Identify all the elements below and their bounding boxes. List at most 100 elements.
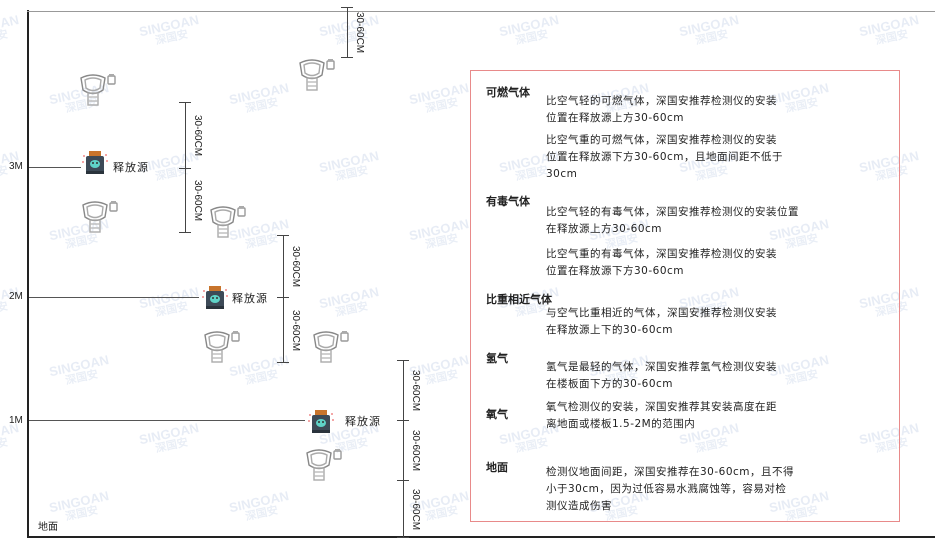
watermark: SINGOAN 深国安: [0, 11, 21, 48]
note-paragraph: 比空气轻的可燃气体，深国安推荐检测仪的安装 位置在释放源上方30-60cm: [546, 93, 777, 127]
gas-detector-icon: [201, 330, 241, 368]
watermark: SINGOAN 深国安: [317, 147, 381, 184]
dimension-label: 30-60CM: [410, 430, 421, 472]
gas-detector-icon: [310, 330, 350, 368]
release-source-label: 释放源: [113, 161, 149, 174]
note-heading: 可燃气体: [486, 86, 530, 99]
notes-panel: 可燃气体比空气轻的可燃气体，深国安推荐检测仪的安装 位置在释放源上方30-60cm…: [470, 70, 900, 522]
note-line: 比空气轻的可燃气体，深国安推荐检测仪的安装: [546, 95, 777, 107]
note-line: 在释放源上方30-60cm: [546, 223, 663, 235]
release-source-label: 释放源: [232, 292, 268, 305]
note-line: 在释放源上下的30-60cm: [546, 324, 674, 336]
dimension-tick: [397, 537, 409, 538]
watermark: SINGOAN 深国安: [407, 215, 471, 252]
dimension-tick: [397, 480, 409, 481]
note-line: 位置在释放源上方30-60cm: [546, 112, 685, 124]
note-paragraph: 比空气轻的有毒气体，深国安推荐检测仪的安装位置 在释放源上方30-60cm: [546, 204, 799, 238]
dimension-tick: [179, 232, 191, 233]
dimension-line: [403, 480, 404, 537]
dimension-line: [185, 102, 186, 168]
wall-axis: [27, 10, 29, 537]
note-paragraph: 氧气检测仪的安装，深国安推荐其安装高度在距 离地面或楼板1.5-2M的范围内: [546, 399, 777, 433]
dimension-tick: [397, 420, 409, 421]
watermark: SINGOAN 深国安: [497, 11, 561, 48]
watermark: SINGOAN 深国安: [857, 11, 921, 48]
gas-detector-icon: [77, 73, 117, 111]
note-heading: 氧气: [486, 408, 508, 421]
dimension-line: [403, 420, 404, 480]
watermark: SINGOAN 深国安: [677, 11, 741, 48]
gas-detector-icon: [296, 58, 336, 96]
note-heading: 地面: [486, 461, 508, 474]
note-paragraph: 比空气重的有毒气体，深国安推荐检测仪的安装 位置在释放源下方30-60cm: [546, 246, 777, 280]
release-source-icon: [202, 285, 228, 315]
dimension-label: 30-60CM: [354, 12, 365, 54]
level-3m-line: [29, 167, 81, 168]
dimension-line: [403, 360, 404, 420]
note-line: 离地面或楼板1.5-2M的范围内: [546, 418, 696, 430]
watermark: SINGOAN 深国安: [47, 351, 111, 388]
dimension-line: [347, 7, 348, 57]
dimension-label: 30-60CM: [192, 180, 203, 222]
release-source-label: 释放源: [345, 415, 381, 428]
note-line: 位置在释放源下方30-60cm: [546, 265, 685, 277]
level-1m-line: [29, 420, 305, 421]
note-heading: 比重相近气体: [486, 293, 552, 306]
dimension-line: [283, 235, 284, 297]
dimension-tick: [341, 57, 353, 58]
dimension-line: [185, 168, 186, 232]
ground-line: [27, 536, 935, 538]
dimension-tick: [277, 297, 289, 298]
gas-detector-icon: [79, 200, 119, 238]
dimension-tick: [341, 7, 353, 8]
note-line: 检测仪地面间距，深国安推荐在30-60cm，且不得: [546, 466, 795, 478]
dimension-tick: [277, 362, 289, 363]
dimension-label: 30-60CM: [290, 309, 301, 351]
dimension-tick: [397, 360, 409, 361]
dimension-label: 30-60CM: [410, 370, 421, 412]
note-line: 氢气是最轻的气体，深国安推荐氢气检测仪安装: [546, 361, 777, 373]
note-paragraph: 比空气重的可燃气体，深国安推荐检测仪的安装 位置在释放源下方30-60cm，且地面…: [546, 132, 783, 183]
note-line: 在楼板面下方的30-60cm: [546, 378, 674, 390]
dimension-tick: [179, 168, 191, 169]
gas-detector-icon: [303, 448, 343, 486]
release-source-icon: [82, 150, 108, 180]
watermark: SINGOAN 深国安: [227, 487, 291, 524]
note-line: 比空气重的可燃气体，深国安推荐检测仪的安装: [546, 134, 777, 146]
note-heading: 有毒气体: [486, 195, 530, 208]
watermark: SINGOAN 深国安: [317, 11, 381, 48]
watermark: SINGOAN 深国安: [137, 283, 201, 320]
note-line: 比空气重的有毒气体，深国安推荐检测仪的安装: [546, 248, 777, 260]
release-source-icon: [308, 409, 334, 439]
dimension-tick: [179, 102, 191, 103]
note-heading: 氢气: [486, 352, 508, 365]
note-line: 位置在释放源下方30-60cm，且地面间距不低于: [546, 151, 784, 163]
dimension-line: [283, 297, 284, 362]
note-line: 氧气检测仪的安装，深国安推荐其安装高度在距: [546, 401, 777, 413]
watermark: SINGOAN 深国安: [407, 79, 471, 116]
note-line: 比空气轻的有毒气体，深国安推荐检测仪的安装位置: [546, 206, 799, 218]
watermark: SINGOAN 深国安: [317, 283, 381, 320]
ground-label: 地面: [38, 522, 58, 533]
note-paragraph: 氢气是最轻的气体，深国安推荐氢气检测仪安装 在楼板面下方的30-60cm: [546, 359, 777, 393]
watermark: SINGOAN 深国安: [137, 11, 201, 48]
level-3m: 3M: [9, 161, 23, 172]
note-line: 测仪造成伤害: [546, 500, 612, 512]
note-paragraph: 与空气比重相近的气体，深国安推荐检测仪安装 在释放源上下的30-60cm: [546, 305, 777, 339]
note-paragraph: 检测仪地面间距，深国安推荐在30-60cm，且不得 小于30cm，因为过低容易水溅…: [546, 464, 794, 515]
dimension-label: 30-60CM: [192, 115, 203, 157]
watermark: SINGOAN 深国安: [0, 419, 21, 456]
gas-detector-icon: [207, 205, 247, 243]
dimension-label: 30-60CM: [290, 246, 301, 288]
note-line: 小于30cm，因为过低容易水溅腐蚀等，容易对检: [546, 483, 787, 495]
ceiling-line: [27, 11, 935, 12]
watermark: SINGOAN 深国安: [137, 419, 201, 456]
dimension-label: 30-60CM: [410, 488, 421, 530]
level-1m: 1M: [9, 415, 23, 426]
watermark: SINGOAN 深国安: [227, 79, 291, 116]
note-line: 30cm: [546, 168, 578, 180]
level-2m: 2M: [9, 291, 23, 302]
note-line: 与空气比重相近的气体，深国安推荐检测仪安装: [546, 307, 777, 319]
level-2m-line: [29, 297, 199, 298]
dimension-tick: [277, 235, 289, 236]
